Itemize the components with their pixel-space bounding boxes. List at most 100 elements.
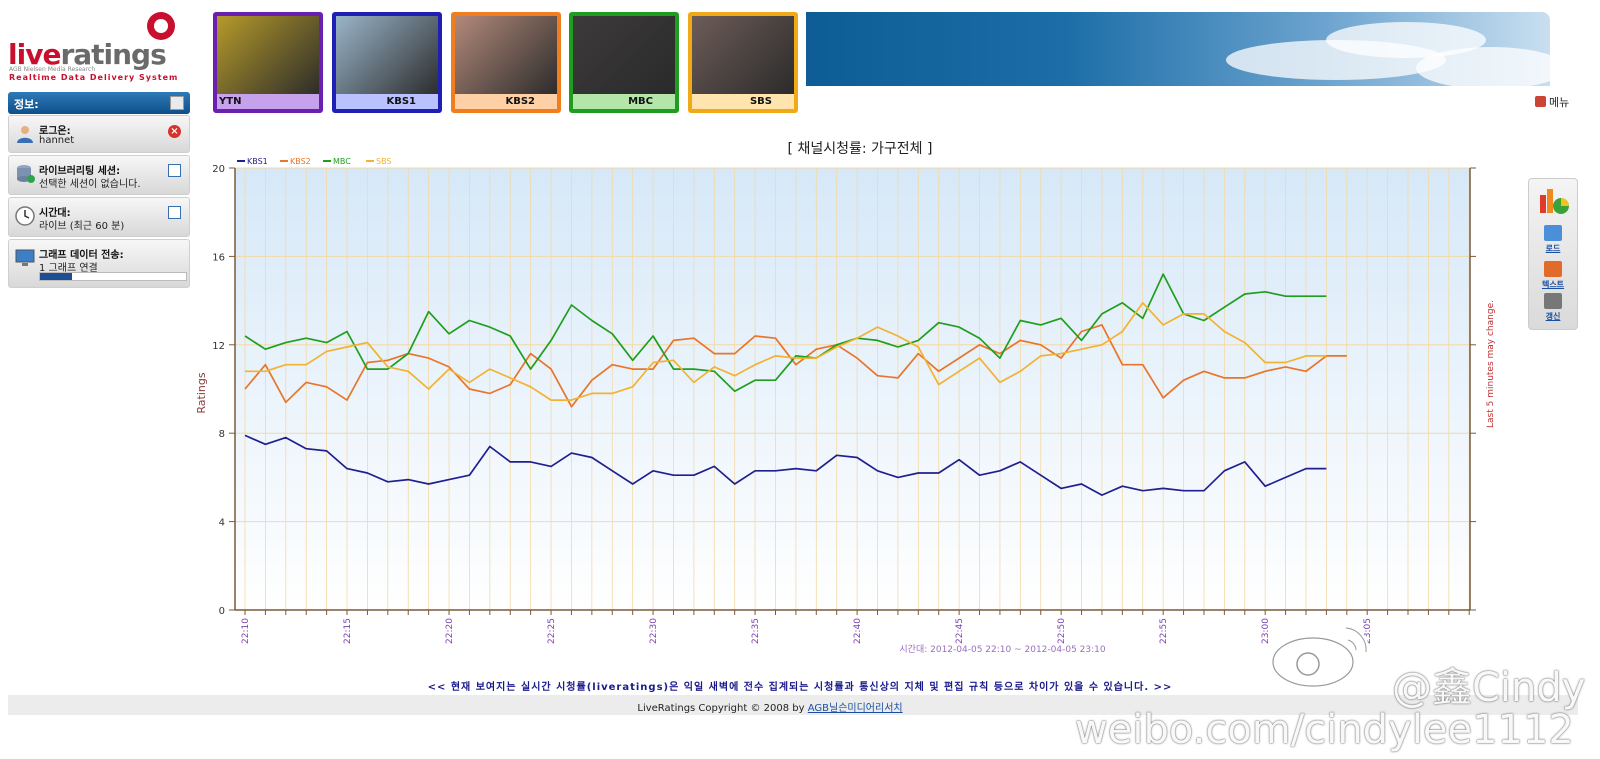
database-icon [17, 165, 35, 183]
info-header: 정보: [8, 92, 190, 114]
clock-icon [15, 206, 35, 226]
y-tick-label: 4 [219, 518, 225, 529]
logo-subtitle-system: Realtime Data Delivery System [9, 73, 179, 82]
y-axis-label: Ratings [195, 372, 208, 413]
x-tick-label: 22:50 [1057, 618, 1067, 644]
library-session-panel: 라이브러리팅 세션: 선택한 세션이 없습니다. [8, 155, 190, 195]
channel-screen [573, 16, 675, 98]
login-panel: 로그온: hannet × [8, 115, 190, 153]
channel-tile-sbs[interactable]: SBS [688, 12, 798, 113]
timeslot-edit-icon[interactable] [168, 206, 181, 219]
ratings-line-chart: 0 4 8 12 16 20 22:10 22:15 22:20 22:25 22:30 22:35 2… [195, 157, 1496, 655]
channel-screen [217, 16, 319, 98]
tool-label: 텍스트 [1541, 280, 1565, 289]
x-tick-label: 23:00 [1261, 618, 1271, 644]
legend-label-sbs: SBS [376, 157, 392, 166]
channel-screen [336, 16, 438, 98]
watermark-url: weibo.com/cindylee1112 [1075, 707, 1574, 753]
series-line-mbc [244, 273, 1327, 393]
legend-label-kbs2: KBS2 [290, 157, 311, 166]
logo-live: live [8, 38, 61, 71]
tool-button-0[interactable]: 로드 [1535, 223, 1571, 255]
menu-label: 메뉴 [1549, 96, 1570, 109]
legend-label-kbs1: KBS1 [247, 157, 268, 166]
legend-label-mbc: MBC [333, 157, 351, 166]
weibo-logo-watermark [1270, 625, 1370, 689]
x-tick-label: 22:45 [955, 618, 965, 644]
footer-bar [8, 695, 1578, 715]
tool-button-1[interactable]: 텍스트 [1535, 259, 1571, 291]
user-icon [17, 126, 33, 143]
x-tick-label: 22:55 [1159, 618, 1169, 644]
login-title: 로그온: [39, 126, 71, 137]
timeslot-value: 라이브 (최근 60 분) [39, 221, 125, 232]
logo-wordmark: liveratings [8, 38, 167, 71]
tool-glyph-icon [1544, 293, 1562, 309]
x-tick-label: 22:30 [649, 618, 659, 644]
menu-link[interactable]: 메뉴 [1535, 94, 1569, 110]
chart-title: [ 채널시청률: 가구전체 ] [787, 141, 933, 157]
copyright: LiveRatings Copyright © 2008 by AGB닐슨미디어… [0, 699, 1540, 714]
menu-icon [1535, 96, 1546, 107]
clock-logo-icon [147, 12, 175, 40]
progress-fill [40, 273, 73, 280]
tool-label: 로드 [1545, 244, 1561, 253]
info-settings-icon[interactable] [170, 96, 184, 110]
x-tick-label: 22:25 [547, 618, 557, 644]
x-tick-label: 23:05 [1363, 618, 1373, 644]
chart-type-icon[interactable] [1538, 187, 1570, 215]
series-line-sbs [245, 301, 1327, 401]
channel-tile-mbc[interactable]: MBC [569, 12, 679, 113]
copyright-text: LiveRatings Copyright © 2008 by [637, 703, 805, 714]
y-tick-label: 8 [219, 429, 225, 440]
channel-tile-ytn[interactable]: YTN [213, 12, 323, 113]
library-session-value: 선택한 세션이 없습니다. [39, 179, 141, 190]
library-edit-icon[interactable] [168, 164, 181, 177]
series-line-kbs1 [244, 434, 1327, 496]
plot-background [235, 168, 1470, 610]
x-tick-label: 22:15 [343, 618, 353, 644]
channel-label: SBS [692, 94, 794, 109]
right-axis-note: Last 5 minutes may change. [1486, 300, 1496, 428]
graph-transfer-title: 그래프 데이터 전송: [39, 250, 124, 261]
channel-label: MBC [573, 94, 675, 109]
logo-subtitle-company: AGB Nielsen Media Research [9, 66, 96, 73]
x-tick-label: 22:40 [853, 618, 863, 644]
info-header-title: 정보: [14, 98, 39, 111]
library-session-title: 라이브러리팅 세션: [39, 166, 121, 177]
logo-ratings: ratings [60, 38, 166, 71]
channel-label: YTN [217, 94, 319, 109]
watermark-handle: @鑫Cindy [1392, 665, 1586, 711]
x-axis-label: 시간대: 2012-04-05 22:10 ~ 2012-04-05 23:10 [899, 644, 1105, 655]
series-line-kbs2 [244, 324, 1347, 408]
channel-tile-kbs2[interactable]: KBS2 [451, 12, 561, 113]
disclaimer-notice: << 현재 보여지는 실시간 시청률(liveratings)은 익일 새벽에 … [427, 682, 1173, 693]
tool-glyph-icon [1544, 225, 1562, 241]
tool-button-2[interactable]: 갱신 [1535, 291, 1571, 323]
y-tick-label: 12 [212, 341, 225, 352]
sky-banner [806, 12, 1550, 86]
x-tick-label: 22:10 [241, 618, 251, 644]
company-link[interactable]: AGB닐슨미디어리서치 [807, 703, 903, 714]
graph-transfer-value: 1 그래프 연결 [39, 263, 98, 274]
graph-transfer-panel: 그래프 데이터 전송: 1 그래프 연결 [8, 239, 190, 288]
channel-tile-kbs1[interactable]: KBS1 [332, 12, 442, 113]
tool-label: 갱신 [1545, 312, 1561, 321]
tool-glyph-icon [1544, 261, 1562, 277]
logout-close-icon[interactable]: × [168, 125, 181, 138]
channel-label: KBS1 [336, 94, 438, 109]
y-tick-label: 0 [219, 606, 225, 617]
y-tick-label: 16 [212, 252, 225, 263]
channel-label: KBS2 [455, 94, 557, 109]
monitor-icon [15, 249, 35, 266]
channel-screen [692, 16, 794, 98]
liveratings-logo: liveratings AGB Nielsen Media Research R… [8, 10, 190, 82]
x-tick-label: 22:35 [751, 618, 761, 644]
timeslot-title: 시간대: [39, 208, 71, 219]
timeslot-panel: 시간대: 라이브 (최근 60 분) [8, 197, 190, 237]
channel-screen [455, 16, 557, 98]
y-tick-label: 20 [212, 164, 225, 175]
graph-transfer-progress [39, 272, 187, 281]
x-tick-label: 22:20 [445, 618, 455, 644]
login-username: hannet [39, 135, 75, 146]
